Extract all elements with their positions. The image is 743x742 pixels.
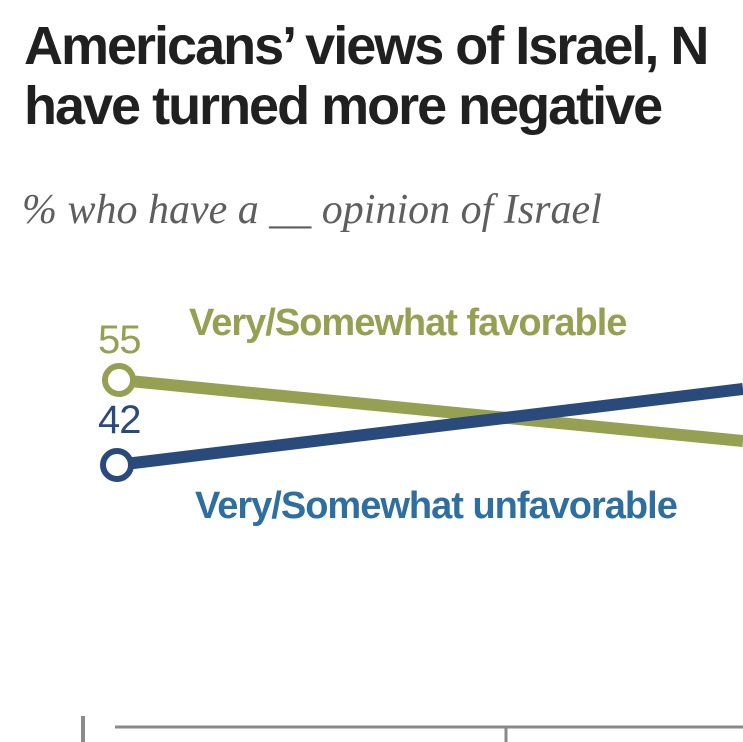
unfavorable-start-value: 42 xyxy=(98,398,141,442)
unfavorable-trend-line xyxy=(116,383,743,471)
chart-title: Americans’ views of Israel, N have turne… xyxy=(24,16,709,136)
unfavorable-series-label: Very/Somewhat unfavorable xyxy=(195,485,678,527)
unfavorable-point-marker xyxy=(100,448,134,482)
favorable-start-value: 55 xyxy=(98,318,141,362)
favorable-series-label: Very/Somewhat favorable xyxy=(189,302,627,344)
chart-title-line-1: Americans’ views of Israel, N xyxy=(24,16,709,76)
chart-title-line-2: have turned more negative xyxy=(24,76,663,136)
chart-subtitle: % who have a __ opinion of Israel xyxy=(22,187,602,233)
favorable-point-marker xyxy=(102,363,136,397)
favorable-trend-line xyxy=(118,374,743,447)
